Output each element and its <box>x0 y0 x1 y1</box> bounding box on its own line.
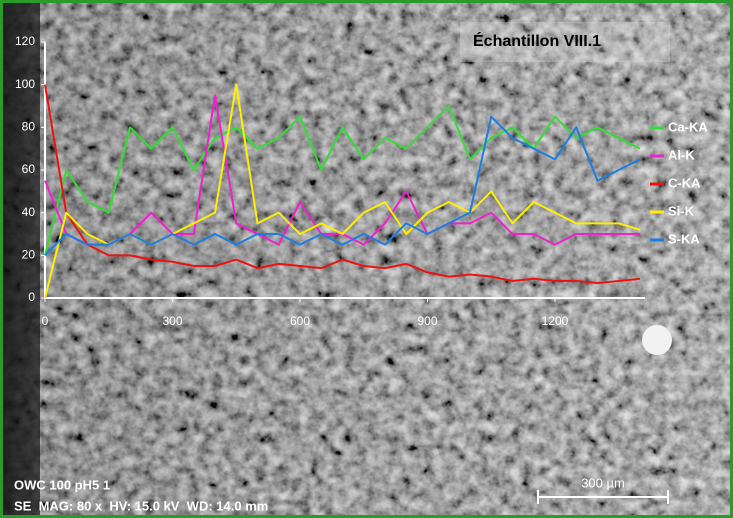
x-tick-label: 0 <box>42 314 49 328</box>
sample-label: OWC 100 pH5 1 <box>14 477 110 492</box>
dark-strip <box>0 0 40 518</box>
data-line <box>44 105 641 256</box>
x-tick-label: 900 <box>417 314 437 328</box>
legend-label: S-KA <box>668 231 700 246</box>
x-tick-label: 1200 <box>542 314 569 328</box>
y-tick-label: 0 <box>28 290 35 304</box>
legend-label: Ca-KA <box>668 119 708 134</box>
y-tick-label: 120 <box>15 34 35 48</box>
y-tick-label: 80 <box>22 120 36 134</box>
x-tick-label: 600 <box>290 314 310 328</box>
y-tick-label: 20 <box>22 248 36 262</box>
data-line <box>44 84 641 285</box>
x-tick-label: 300 <box>162 314 182 328</box>
settings-label: SE MAG: 80 x HV: 15.0 kV WD: 14.0 mm <box>14 498 268 513</box>
particle <box>642 325 672 355</box>
legend-label: Si-K <box>668 203 695 218</box>
legend-label: Al-K <box>668 147 695 162</box>
legend-label: C-KA <box>668 175 701 190</box>
data-line <box>44 115 641 257</box>
y-tick-label: 100 <box>15 77 35 91</box>
title-backdrop <box>460 22 670 62</box>
y-tick-label: 60 <box>22 162 36 176</box>
scale-bar-label: 300 µm <box>581 475 625 490</box>
chart-title: Échantillon VIII.1 <box>473 31 601 50</box>
y-tick-label: 40 <box>22 205 36 219</box>
